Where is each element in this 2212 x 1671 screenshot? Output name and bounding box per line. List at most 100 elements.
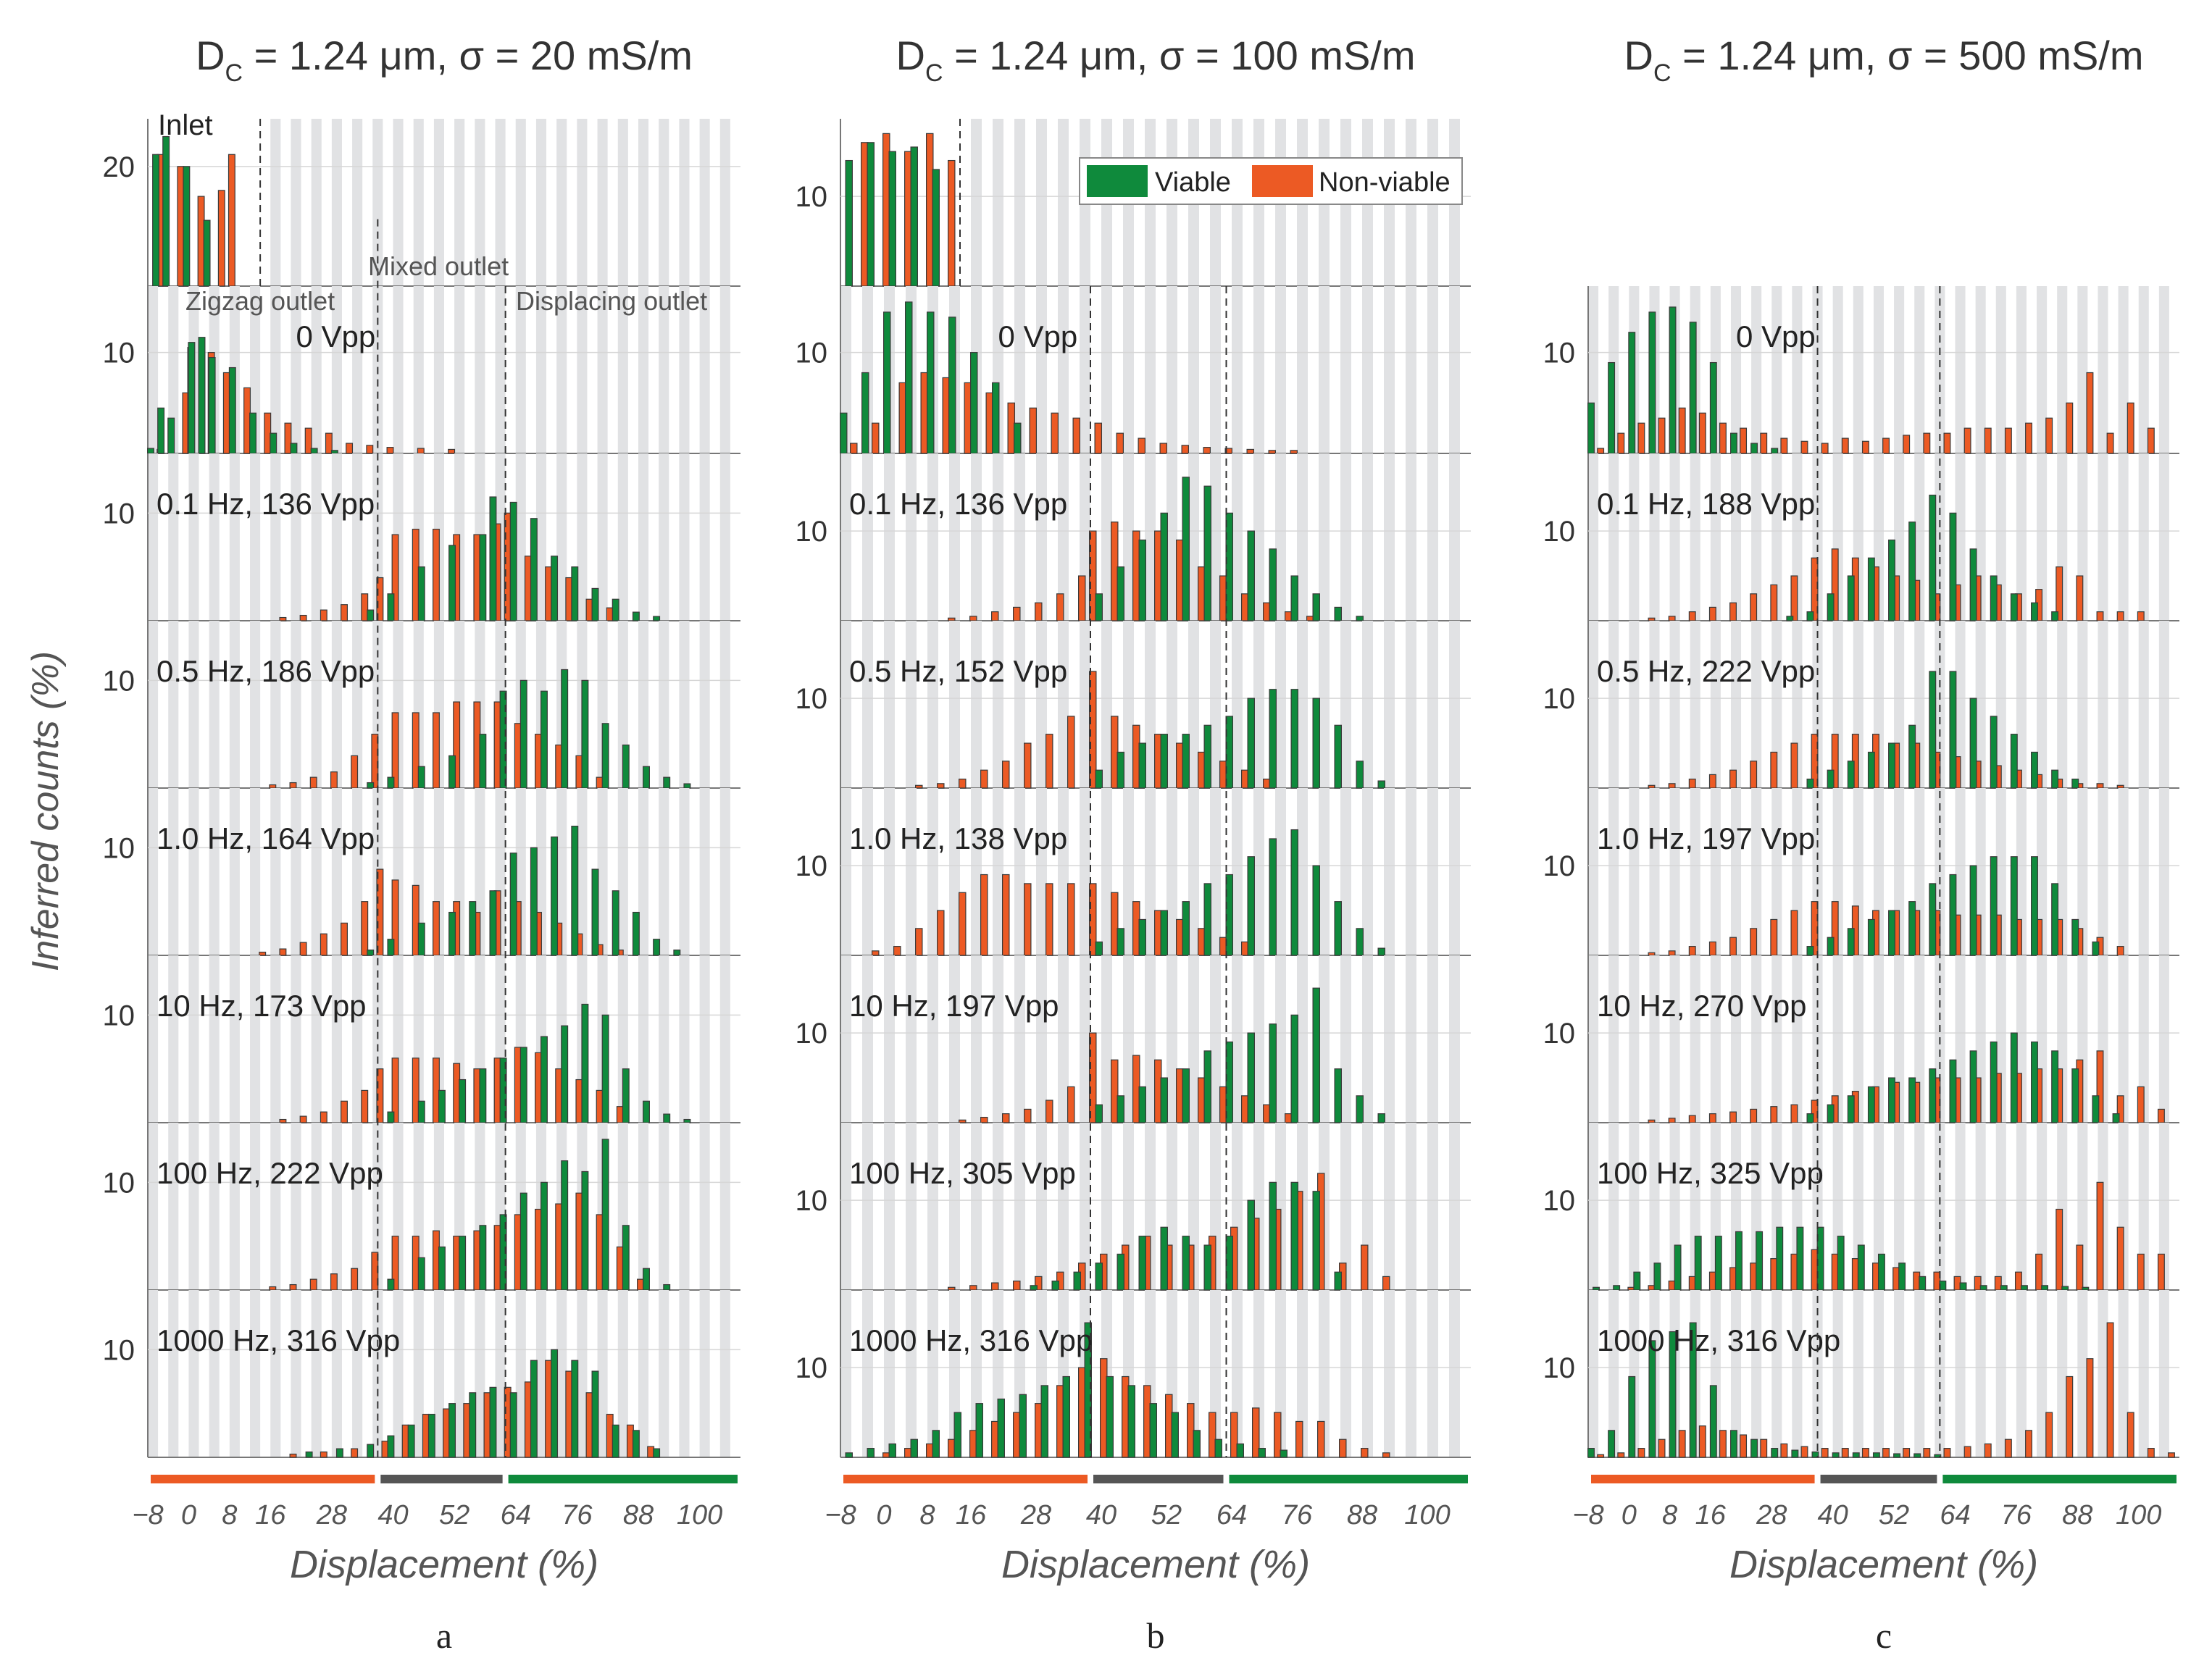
bg-stripe: [2016, 788, 2027, 955]
bar-nonviable: [2035, 1253, 2043, 1291]
bg-stripe: [1771, 621, 1782, 788]
bg-stripe: [597, 119, 608, 286]
bg-stripe: [1751, 955, 1762, 1123]
bar-viable: [335, 1448, 343, 1458]
bar-viable: [1811, 1451, 1819, 1458]
bar-viable: [1919, 1276, 1927, 1291]
bg-stripe: [679, 621, 690, 788]
bg-stripe: [229, 1290, 240, 1457]
bg-stripe: [1123, 955, 1134, 1123]
bar-viable: [1138, 539, 1146, 621]
bar-viable: [1806, 1113, 1814, 1123]
bar-nonviable: [2168, 1452, 2175, 1458]
bar-viable: [1867, 918, 1875, 956]
bar-viable: [1628, 332, 1636, 454]
bar-nonviable: [1698, 1425, 1706, 1458]
bar-viable: [367, 609, 375, 621]
bar-nonviable: [259, 951, 267, 956]
bar-viable: [601, 1139, 609, 1291]
bg-stripe: [1101, 621, 1112, 788]
bg-stripe: [1710, 453, 1721, 621]
bar-nonviable: [1024, 883, 1032, 956]
bg-stripe: [617, 286, 628, 453]
bar-viable: [1593, 1286, 1600, 1291]
bg-stripe: [188, 621, 199, 788]
bar-viable: [1929, 494, 1937, 621]
row-label: 1000 Hz, 316 Vpp: [1597, 1323, 1840, 1357]
bar-viable: [1269, 1181, 1277, 1291]
bg-stripe: [1058, 1123, 1069, 1290]
bar-viable: [2031, 602, 2038, 621]
bar-nonviable: [1295, 1420, 1303, 1458]
bg-stripe: [1710, 621, 1721, 788]
bg-stripe: [2118, 955, 2129, 1123]
bg-stripe: [433, 119, 444, 286]
bg-stripe: [1319, 621, 1330, 788]
bg-stripe: [2098, 1290, 2108, 1457]
bg-stripe: [1036, 955, 1047, 1123]
bg-stripe: [1914, 453, 1925, 621]
bg-stripe: [577, 1290, 588, 1457]
bg-stripe: [1145, 453, 1156, 621]
bg-stripe: [1894, 955, 1905, 1123]
bar-nonviable: [1067, 1086, 1075, 1123]
bg-stripe: [2138, 955, 2149, 1123]
bar-viable: [519, 1192, 527, 1291]
bg-stripe: [1608, 1123, 1619, 1290]
bar-viable: [479, 734, 487, 789]
bar-viable: [407, 1424, 415, 1458]
bar-viable: [530, 847, 538, 956]
bg-stripe: [1588, 1290, 1599, 1457]
bar-nonviable: [309, 776, 317, 789]
bg-stripe: [1145, 621, 1156, 788]
bar-viable: [1969, 1050, 1977, 1123]
bar-viable: [519, 1047, 527, 1123]
bg-stripe: [311, 119, 322, 286]
bar-viable: [1847, 928, 1855, 956]
bg-stripe: [699, 788, 710, 955]
bar-nonviable: [1841, 1448, 1849, 1458]
bg-stripe: [1297, 286, 1308, 453]
bg-stripe: [1253, 955, 1264, 1123]
bg-stripe: [352, 119, 363, 286]
bg-stripe: [1730, 286, 1742, 453]
bar-viable: [1852, 1452, 1860, 1458]
bar-nonviable: [1002, 874, 1010, 956]
bar-viable: [448, 545, 456, 621]
bar-viable: [1735, 1231, 1743, 1291]
bg-stripe: [1730, 453, 1742, 621]
bg-stripe: [1210, 788, 1221, 955]
bar-viable: [867, 1448, 875, 1458]
bg-stripe: [1427, 788, 1438, 955]
bg-stripe: [352, 621, 363, 788]
bar-nonviable: [991, 1282, 999, 1291]
bg-stripe: [188, 955, 199, 1123]
bg-stripe: [148, 1123, 159, 1290]
bg-stripe: [840, 1123, 851, 1290]
x-tick-label: 40: [1818, 1500, 1848, 1530]
row-b-7: 10 1000 Hz, 316 Vpp: [796, 1290, 1471, 1458]
bar-viable: [1160, 1226, 1168, 1291]
bar-viable: [1269, 548, 1277, 621]
bg-stripe: [270, 286, 281, 453]
bar-viable: [622, 1068, 630, 1123]
bar-nonviable: [299, 1115, 307, 1123]
bar-nonviable: [279, 948, 287, 956]
bar-nonviable: [1013, 606, 1021, 621]
x-tick-label: −8: [132, 1500, 163, 1530]
bg-stripe: [1362, 621, 1373, 788]
bar-viable: [2031, 856, 2038, 956]
row-b-1: 10 0 Vpp: [796, 286, 1471, 454]
bg-stripe: [1690, 621, 1700, 788]
bar-viable: [167, 417, 175, 454]
row-label: 10 Hz, 197 Vpp: [849, 989, 1059, 1023]
bar-viable: [622, 1225, 630, 1291]
bar-nonviable: [361, 593, 369, 621]
bar-viable: [673, 949, 681, 956]
bg-stripe: [1669, 955, 1680, 1123]
row-c-7: 10 1000 Hz, 316 Vpp: [1543, 1290, 2179, 1458]
bg-stripe: [352, 955, 363, 1123]
bar-viable: [417, 1100, 425, 1123]
bg-stripe: [331, 621, 342, 788]
bg-stripe: [1384, 453, 1395, 621]
